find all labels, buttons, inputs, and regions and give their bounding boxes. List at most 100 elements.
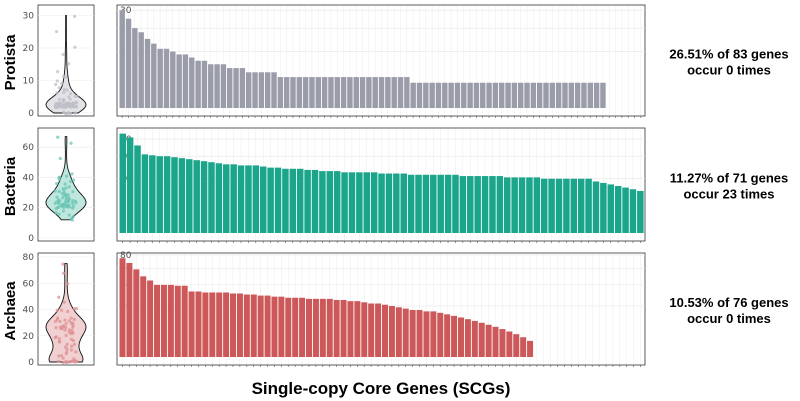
bar [366, 77, 372, 108]
violin-point [71, 199, 75, 203]
violin-point [67, 328, 71, 332]
bar [138, 32, 144, 108]
violin-point [61, 52, 65, 57]
violin-point [68, 97, 72, 101]
violin-point [73, 94, 77, 98]
bar [568, 82, 575, 108]
bar [517, 82, 524, 108]
bar [140, 276, 147, 357]
bar [292, 297, 299, 357]
violin-point [69, 316, 73, 320]
bar [481, 176, 489, 233]
violin-point [57, 201, 61, 205]
bar [195, 60, 201, 108]
violin-tick-label: 0 [28, 234, 34, 244]
bar [237, 165, 245, 233]
violin-point [71, 338, 76, 343]
bar [459, 176, 467, 233]
bar [208, 162, 215, 233]
bar [296, 168, 304, 233]
violin-point [69, 359, 73, 364]
bar [133, 269, 140, 357]
bar [478, 322, 485, 357]
violin-tick-label: 80 [23, 253, 35, 263]
bar [354, 301, 361, 357]
bar [511, 177, 518, 233]
bar [333, 171, 341, 233]
bar [163, 156, 171, 233]
bar-tick-label: 60 [120, 265, 132, 275]
violin-point [55, 195, 59, 199]
violin-point [65, 88, 69, 92]
violin-point [62, 206, 66, 210]
bar [230, 164, 237, 233]
bar [397, 77, 404, 108]
bar [271, 296, 278, 357]
bar [574, 82, 581, 108]
violin-point [56, 135, 60, 139]
summary-line: 11.27% of 71 genes [670, 171, 789, 186]
bar [223, 292, 230, 357]
bar-tick-label: 20 [120, 302, 132, 312]
violin-point [72, 317, 76, 321]
bar [614, 185, 622, 233]
bar [378, 77, 385, 108]
violin-point [73, 45, 77, 49]
violin-point [71, 325, 75, 329]
violin-point [62, 90, 66, 95]
bar [223, 164, 230, 233]
bar [562, 82, 568, 108]
violin-point [69, 105, 73, 109]
bar [492, 82, 499, 108]
bar [629, 189, 637, 233]
bar [151, 43, 157, 108]
bar [220, 64, 227, 108]
violin-point [55, 308, 59, 313]
bar [422, 174, 430, 233]
bar [208, 64, 214, 108]
violin-point [63, 325, 68, 329]
bar [382, 304, 389, 357]
bar [348, 172, 356, 233]
bar [340, 77, 347, 108]
violin-point [57, 295, 61, 299]
violin-point [63, 318, 67, 322]
violin-point [56, 70, 60, 74]
violin-point [58, 156, 62, 161]
violin-point [69, 344, 74, 348]
summary-line: 10.53% of 76 genes [669, 295, 788, 310]
bar [474, 176, 481, 233]
bar [347, 77, 353, 108]
bar [530, 82, 537, 108]
bar [402, 308, 409, 357]
bar [271, 72, 277, 108]
bar [239, 68, 246, 108]
bar [334, 77, 340, 108]
bar [457, 317, 464, 357]
violin-point [74, 350, 78, 354]
violin-point [54, 82, 58, 87]
bar [435, 82, 442, 108]
violin-point [53, 201, 57, 205]
bar [315, 77, 322, 108]
bar [452, 174, 459, 233]
bar [347, 301, 354, 357]
bar [171, 157, 178, 233]
bar [189, 57, 195, 108]
violin-point [70, 201, 75, 205]
bar [395, 307, 402, 357]
bar [467, 82, 473, 108]
bar [340, 299, 347, 357]
bar [214, 64, 220, 108]
violin-point [53, 189, 57, 193]
bar [230, 293, 237, 357]
summary-line: occur 0 times [687, 63, 771, 78]
violin-point [64, 186, 68, 190]
violin-point [63, 105, 67, 109]
violin-point [57, 189, 61, 194]
violin-point [68, 111, 73, 116]
bar [423, 82, 429, 108]
violin-point [62, 98, 66, 102]
bar [328, 77, 334, 108]
